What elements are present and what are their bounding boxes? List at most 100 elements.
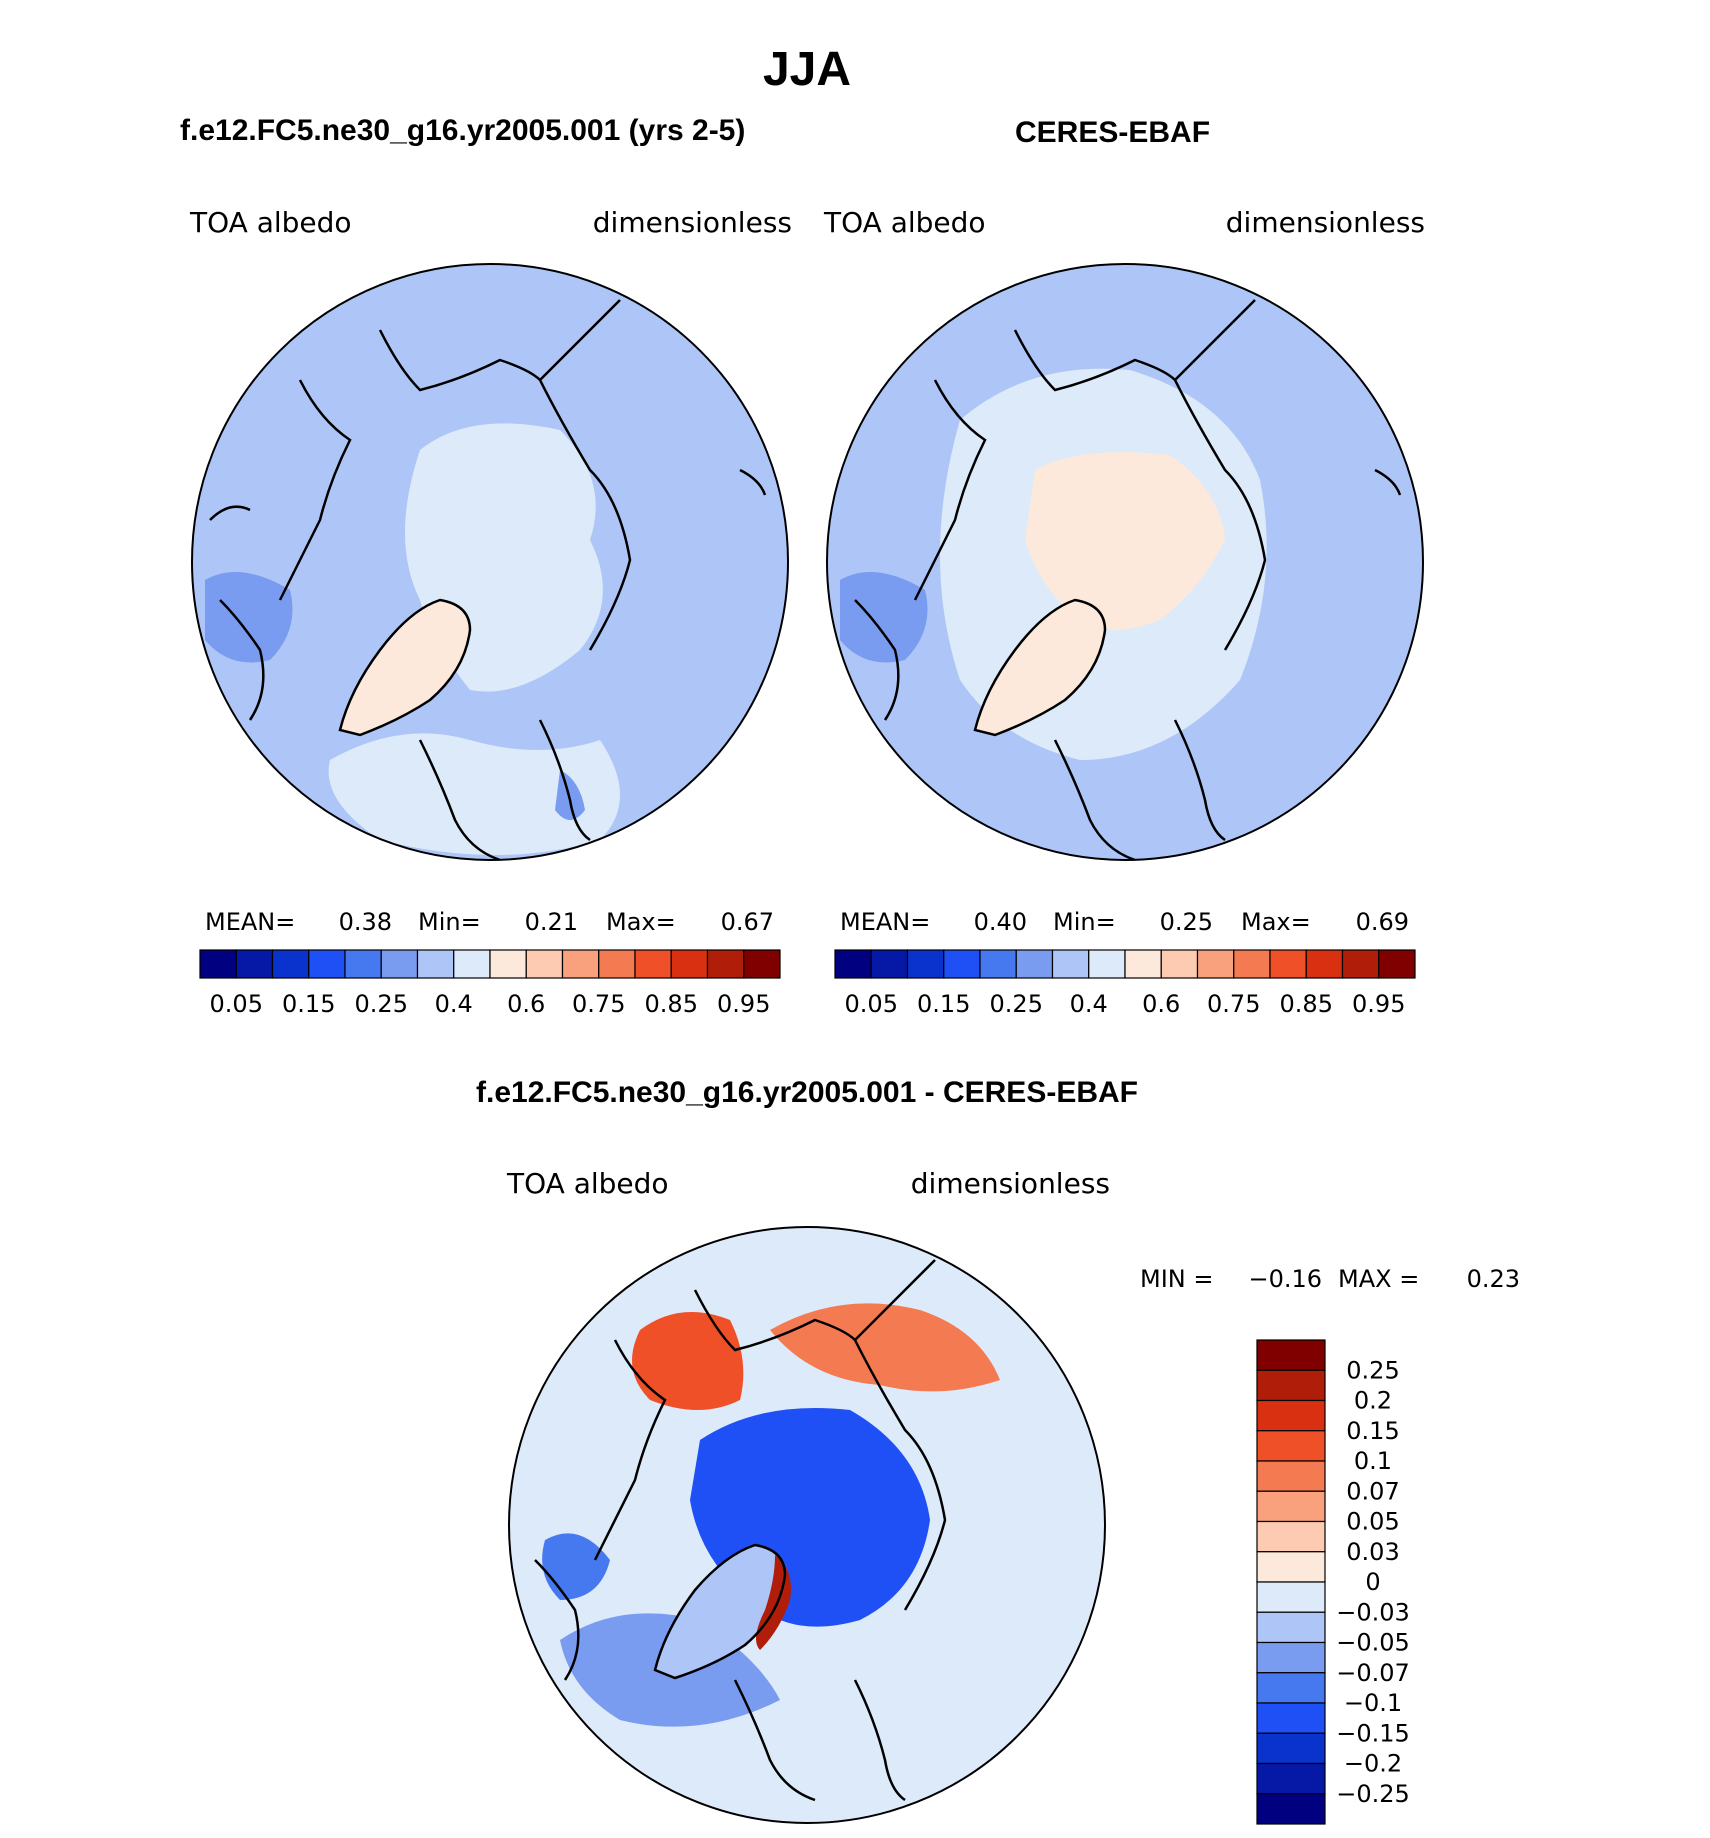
panel-model-colorbar-label: 0.25	[355, 990, 408, 1018]
panel-obs-max-label: Max=	[1241, 908, 1311, 936]
panel-diff-min-value: −0.16	[1248, 1265, 1322, 1293]
panel-obs-colorbar-swatch	[1341, 949, 1380, 979]
panel-obs-colorbar-swatch	[834, 949, 872, 979]
panel-diff-colorbar-label: −0.15	[1336, 1719, 1410, 1747]
panel-diff-right-label: dimensionless	[911, 1167, 1110, 1200]
panel-obs-colorbar-label: 0.15	[917, 990, 970, 1018]
panel-obs-colorbar-label: 0.75	[1207, 990, 1260, 1018]
panel-obs-colorbar-label: 0.85	[1280, 990, 1333, 1018]
panel-model-colorbar-label: 0.4	[435, 990, 473, 1018]
panel-diff-map	[509, 1227, 1105, 1823]
panel-diff-colorbar-swatch	[1256, 1551, 1326, 1583]
panel-model-colorbar-swatch	[743, 949, 781, 979]
panel-obs-colorbar-swatch	[1305, 949, 1344, 979]
panel-obs-map	[827, 264, 1423, 860]
panel-diff-colorbar-swatch	[1256, 1641, 1326, 1674]
panel-obs-left-label: TOA albedo	[823, 206, 986, 239]
panel-model-colorbar-label: 0.15	[282, 990, 335, 1018]
panel-model-colorbar-swatch	[235, 949, 274, 979]
panel-model-right-label: dimensionless	[593, 206, 792, 239]
panel-obs-colorbar-swatch	[1233, 949, 1271, 979]
panel-model-colorbar-label: 0.95	[717, 990, 770, 1018]
panel-model-colorbar-swatch	[489, 949, 527, 979]
obs-panel-title: CERES-EBAF	[1015, 116, 1210, 149]
panel-diff-colorbar-label: −0.05	[1336, 1629, 1410, 1657]
panel-model-max-value: 0.67	[721, 908, 774, 936]
panel-diff-colorbar-label: −0.1	[1344, 1689, 1402, 1717]
region-north-atlantic-band	[328, 733, 620, 855]
panel-obs-colorbar-swatch	[1124, 949, 1162, 979]
panel-model-left-label: TOA albedo	[189, 206, 352, 239]
panel-diff-colorbar-swatch	[1256, 1762, 1326, 1795]
panel-obs-colorbar-swatch	[1051, 949, 1090, 979]
region-labrador-sea	[840, 572, 928, 663]
panel-model-colorbar-swatch	[634, 949, 672, 979]
panel-model-colorbar-label: 0.85	[645, 990, 698, 1018]
panel-model-colorbar-swatch	[344, 949, 382, 979]
panel-model-map-border	[191, 263, 789, 861]
diff-panel-title: f.e12.FC5.ne30_g16.yr2005.001 - CERES-EB…	[476, 1076, 1138, 1109]
panel-obs-min-value: 0.25	[1160, 908, 1213, 936]
panel-diff-colorbar-swatch	[1256, 1702, 1326, 1734]
panel-model-colorbar-swatch	[199, 949, 237, 979]
panel-diff-colorbar-swatch	[1256, 1672, 1326, 1704]
panel-model-colorbar-swatch	[561, 949, 600, 979]
panel-diff-colorbar-swatch	[1256, 1490, 1326, 1523]
panel-obs-colorbar-swatch	[1015, 949, 1054, 979]
panel-obs-colorbar-swatch	[1378, 949, 1416, 979]
panel-diff-colorbar-swatch	[1256, 1460, 1326, 1492]
region-greenland	[340, 600, 470, 735]
panel-diff-colorbar-label: 0.1	[1354, 1447, 1392, 1475]
panel-obs-colorbar-label: 0.4	[1070, 990, 1108, 1018]
panel-diff-colorbar-swatch	[1256, 1369, 1326, 1402]
model-panel-title: f.e12.FC5.ne30_g16.yr2005.001 (yrs 2-5)	[180, 114, 745, 147]
panel-obs-colorbar-label: 0.95	[1352, 990, 1405, 1018]
region-greenland	[975, 600, 1105, 735]
panel-model-colorbar-swatch	[416, 949, 455, 979]
panel-diff-colorbar-swatch	[1256, 1581, 1326, 1613]
panel-model-colorbar-label: 0.75	[572, 990, 625, 1018]
panel-obs-min-label: Min=	[1053, 908, 1116, 936]
panel-diff-colorbar-label: 0.03	[1346, 1538, 1399, 1566]
panel-diff-colorbar-swatch	[1256, 1430, 1326, 1462]
panel-obs-colorbar-swatch	[979, 949, 1017, 979]
panel-model-min-value: 0.21	[525, 908, 578, 936]
panel-diff-colorbar-label: −0.03	[1336, 1598, 1410, 1626]
panel-diff-colorbar-swatch	[1256, 1520, 1326, 1553]
panel-model-mean-label: MEAN=	[205, 908, 295, 936]
panel-diff-colorbar-label: 0.25	[1346, 1356, 1399, 1384]
panel-obs-colorbar: 0.05 0.15 0.25 0.4 0.6 0.75 0.85 0.95	[834, 949, 1416, 1018]
panel-model-colorbar: 0.05 0.15 0.25 0.4 0.6 0.75 0.85 0.95	[199, 949, 781, 1018]
panel-diff-left-label: TOA albedo	[506, 1167, 669, 1200]
panel-obs-colorbar-swatch	[870, 949, 909, 979]
panel-model-colorbar-swatch	[380, 949, 419, 979]
panel-model-colorbar-label: 0.6	[507, 990, 545, 1018]
panel-diff-colorbar-label: 0.07	[1346, 1477, 1399, 1505]
panel-diff-colorbar-swatch	[1256, 1611, 1326, 1644]
panel-model-colorbar-swatch	[525, 949, 564, 979]
panel-diff-colorbar-label: −0.2	[1344, 1750, 1402, 1778]
region-alaska	[632, 1312, 744, 1410]
panel-diff-colorbar-label: 0.15	[1346, 1417, 1399, 1445]
panel-obs-colorbar-swatch	[1088, 949, 1126, 979]
panel-diff-colorbar-swatch	[1256, 1793, 1326, 1825]
panel-obs-colorbar-swatch	[906, 949, 945, 979]
panel-obs-map-border	[826, 263, 1424, 861]
panel-model-colorbar-swatch	[271, 949, 310, 979]
region-greenland-interior	[655, 1545, 785, 1678]
panel-obs-colorbar-swatch	[943, 949, 981, 979]
panel-model-colorbar-label: 0.05	[210, 990, 263, 1018]
panel-diff-min-label: MIN =	[1140, 1265, 1213, 1293]
panel-diff-colorbar-swatch	[1256, 1732, 1326, 1765]
panel-diff-map-border	[508, 1226, 1106, 1824]
panel-obs-colorbar-label: 0.05	[845, 990, 898, 1018]
region-labrador-sea	[205, 572, 293, 663]
panel-model-min-label: Min=	[418, 908, 481, 936]
panel-diff-colorbar-label: −0.25	[1336, 1780, 1410, 1808]
panel-diff-max-value: 0.23	[1467, 1265, 1520, 1293]
panel-model-max-label: Max=	[606, 908, 676, 936]
panel-model-colorbar-swatch	[598, 949, 636, 979]
panel-obs-mean-label: MEAN=	[840, 908, 930, 936]
panel-obs-colorbar-swatch	[1196, 949, 1235, 979]
